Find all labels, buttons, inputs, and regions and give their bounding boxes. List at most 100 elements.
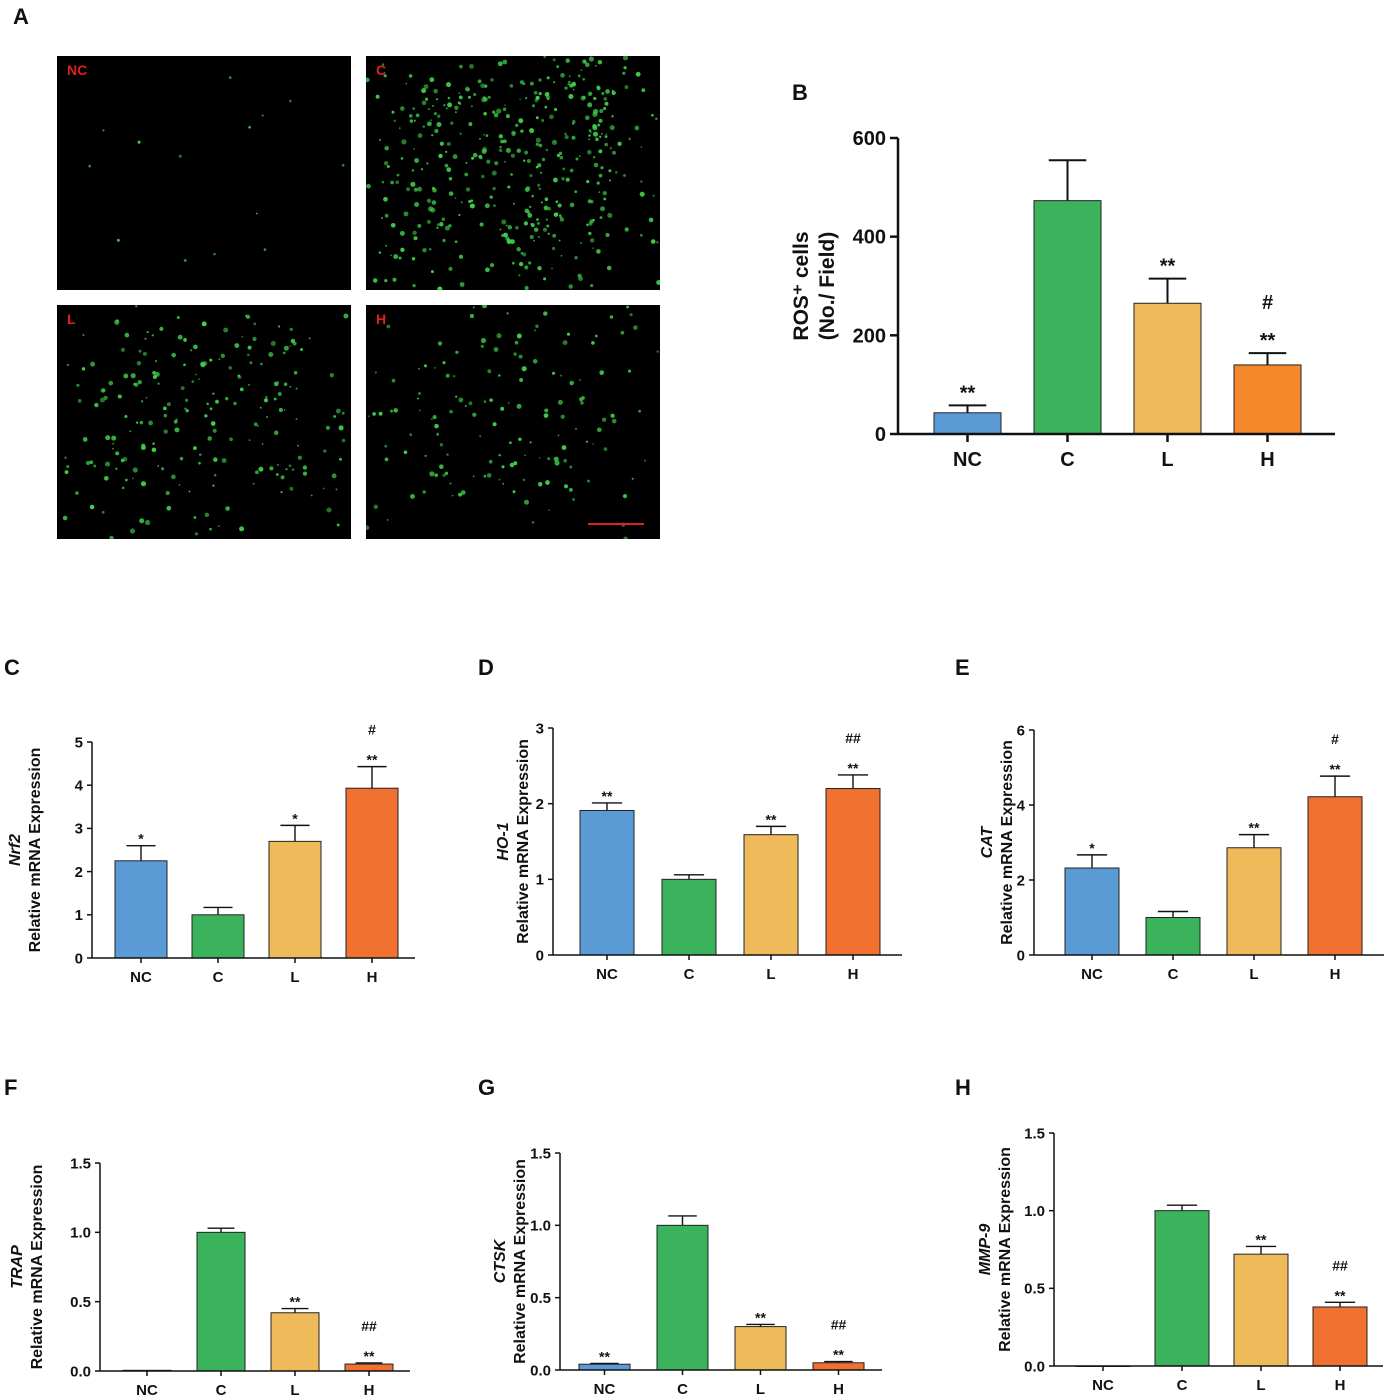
fluorescent-cell (598, 191, 601, 194)
fluorescent-cell (378, 251, 382, 254)
micrograph-nc: NC (57, 56, 351, 290)
fluorescent-cell (483, 112, 487, 116)
fluorescent-cell (184, 407, 187, 411)
fluorescence-dots (62, 305, 349, 539)
fluorescent-cell (265, 396, 268, 399)
y-tick-label: 2 (75, 864, 83, 881)
fluorescent-cell (245, 314, 251, 319)
x-tick-label: NC (1081, 966, 1103, 983)
fluorescent-cell (656, 350, 659, 353)
fluorescent-cell (263, 398, 269, 403)
fluorescent-cell (594, 64, 597, 67)
fluorescent-cell (562, 167, 566, 171)
fluorescent-cell (428, 108, 430, 111)
fluorescent-cell (526, 159, 531, 163)
fluorescent-cell (624, 227, 629, 232)
fluorescent-cell (437, 341, 443, 346)
fluorescent-cell (289, 486, 294, 491)
fluorescent-cell (510, 153, 515, 158)
fluorescent-cell (341, 164, 345, 167)
fluorescent-cell (623, 66, 627, 70)
fluorescent-cell (437, 432, 439, 435)
fluorescent-cell (179, 456, 184, 461)
fluorescent-cell (596, 249, 601, 254)
fluorescent-cell (568, 487, 573, 492)
fluorescent-cell (441, 217, 445, 221)
x-tick-label: H (833, 1381, 844, 1397)
fluorescent-cell (465, 187, 471, 192)
fluorescent-cell (233, 401, 237, 406)
fluorescent-cell (386, 164, 390, 169)
fluorescent-cell (297, 455, 302, 460)
fluorescent-cell (553, 177, 558, 183)
fluorescent-cell (472, 475, 475, 478)
fluorescent-cell (519, 98, 521, 101)
fluorescent-cell (273, 397, 277, 401)
significance-marker: ** (833, 1347, 844, 1363)
fluorescent-cell (516, 246, 521, 252)
fluorescent-cell (566, 332, 571, 336)
fluorescent-cell (491, 170, 497, 176)
fluorescent-cell (547, 457, 551, 461)
x-tick-label: C (684, 966, 695, 983)
fluorescent-cell (165, 491, 170, 496)
fluorescent-cell (485, 267, 490, 273)
fluorescent-cell (509, 462, 515, 468)
fluorescent-cell (525, 185, 531, 191)
fluorescent-cell (104, 461, 111, 467)
fluorescent-cell (622, 71, 626, 75)
fluorescent-cell (255, 212, 258, 215)
fluorescent-cell (538, 91, 542, 96)
fluorescent-cell (585, 440, 589, 444)
fluorescent-cell (442, 473, 446, 477)
fluorescent-cell (640, 146, 643, 148)
fluorescent-cell (502, 139, 507, 144)
fluorescent-cell (545, 148, 549, 152)
fluorescent-cell (124, 332, 130, 338)
fluorescent-cell (62, 515, 68, 521)
fluorescent-cell (166, 505, 172, 511)
fluorescent-cell (429, 77, 435, 83)
fluorescent-cell (135, 305, 138, 308)
significance-marker: ** (766, 811, 777, 827)
fluorescent-cell (417, 186, 423, 192)
fluorescent-cell (635, 71, 641, 77)
fluorescent-cell (295, 418, 298, 421)
fluorescent-cell (190, 349, 193, 352)
y-axis-label: Relative mRNA Expression (29, 1165, 46, 1370)
y-tick-label: 1.5 (530, 1145, 551, 1162)
fluorescent-cell (535, 137, 541, 143)
bar-h (1233, 364, 1302, 435)
bar-nc (114, 860, 168, 959)
fluorescent-cell (564, 135, 569, 140)
fluorescent-cell (112, 442, 115, 445)
fluorescent-cell (505, 147, 511, 153)
fluorescent-cell (253, 422, 258, 427)
fluorescent-cell (629, 313, 633, 317)
fluorescent-cell (237, 375, 242, 379)
fluorescent-cell (523, 221, 529, 226)
chart-c: * NC C * L ** # H 0 1 2 3 4 5 Nrf2 Relative mRNA Expres… (7, 722, 415, 986)
fluorescent-cell (386, 324, 391, 329)
fluorescent-cell (469, 203, 475, 209)
fluorescent-cell (552, 58, 556, 62)
fluorescent-cell (417, 133, 423, 138)
fluorescent-cell (421, 88, 427, 94)
fluorescent-cell (507, 185, 511, 189)
x-tick-label: L (1249, 966, 1258, 983)
fluorescent-cell (136, 421, 139, 424)
fluorescent-cell (193, 446, 197, 450)
y-axis-gene-label: CAT (979, 825, 996, 858)
fluorescent-cell (434, 128, 439, 134)
fluorescent-cell (596, 181, 600, 185)
fluorescent-cell (548, 509, 550, 512)
fluorescent-cell (656, 279, 660, 286)
fluorescent-cell (308, 337, 311, 340)
micrograph-l: L (57, 305, 351, 539)
fluorescent-cell (599, 108, 604, 114)
fluorescent-cell (487, 95, 491, 99)
y-tick-label: 0 (875, 424, 886, 446)
fluorescent-cell (543, 205, 549, 211)
fluorescent-cell (81, 367, 86, 371)
fluorescent-cell (594, 334, 598, 338)
